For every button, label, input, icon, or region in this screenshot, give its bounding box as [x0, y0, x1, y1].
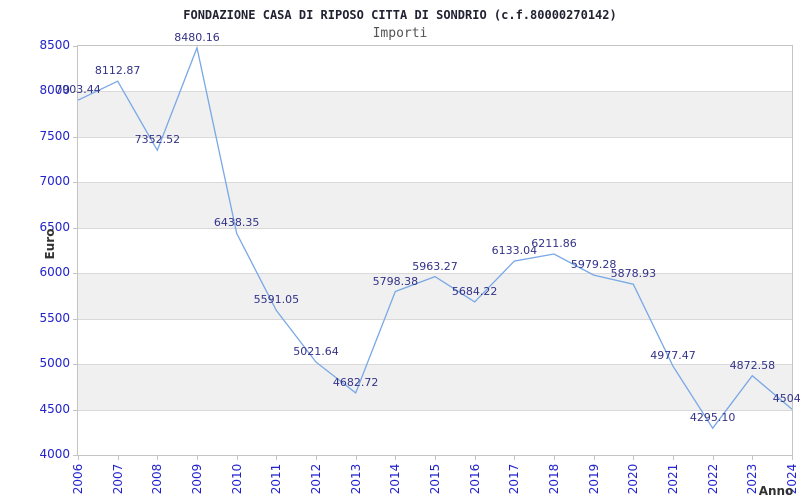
point-value-label: 5878.93	[610, 267, 657, 281]
y-tick-mark	[73, 91, 78, 93]
y-tick-mark	[73, 318, 78, 320]
point-value-label: 5591.05	[253, 293, 300, 307]
x-tick-mark	[593, 456, 595, 460]
plot-band	[78, 273, 792, 319]
x-tick-mark	[673, 456, 674, 460]
x-axis-title: Anno	[758, 484, 794, 498]
y-tick-mark	[73, 409, 78, 411]
chart-subtitle: Importi	[372, 26, 428, 41]
y-tick-mark	[73, 364, 78, 366]
x-tick-mark	[474, 456, 476, 460]
plot-band	[78, 409, 792, 455]
plot-border	[77, 45, 793, 456]
point-value-label: 5979.28	[570, 258, 617, 272]
point-value-label: 8112.87	[94, 64, 141, 78]
gridline	[78, 409, 792, 411]
point-value-label: 6211.86	[531, 236, 577, 250]
plot-band	[78, 364, 792, 410]
x-tick-mark	[236, 456, 238, 460]
x-tick-mark	[554, 456, 555, 460]
y-tick-label: 8500	[39, 38, 70, 52]
y-tick-mark	[73, 136, 78, 138]
x-tick-mark	[355, 456, 357, 460]
y-tick-label: 5500	[39, 310, 70, 325]
x-tick-mark	[316, 456, 317, 460]
x-tick-mark	[633, 456, 635, 460]
y-tick-label: 6500	[39, 219, 70, 234]
point-value-label: 4295.10	[689, 411, 736, 425]
x-tick-mark	[276, 456, 278, 460]
y-tick-mark	[73, 46, 78, 47]
plot-band	[78, 318, 792, 365]
point-value-label: 4977.47	[650, 349, 696, 363]
plot-band	[78, 136, 792, 183]
y-tick-label: 6000	[39, 265, 70, 280]
gridline	[78, 182, 792, 184]
y-tick-mark	[73, 227, 78, 229]
chart-title: FONDAZIONE CASA DI RIPOSO CITTA DI SONDR…	[183, 8, 617, 22]
gridline	[78, 318, 792, 320]
plot-band	[78, 182, 792, 228]
gridline	[78, 91, 792, 93]
point-value-label: 5021.64	[293, 345, 339, 359]
x-tick-mark	[395, 456, 397, 460]
point-value-label: 8480.16	[174, 30, 220, 44]
y-tick-label: 7000	[39, 174, 70, 189]
y-tick-label: 5000	[39, 356, 70, 371]
point-value-label: 4872.58	[729, 358, 776, 372]
y-tick-label: 7500	[39, 128, 70, 143]
x-tick-mark	[117, 456, 119, 460]
point-value-label: 4682.72	[332, 375, 379, 389]
x-tick-mark	[197, 456, 198, 460]
plot-band	[78, 227, 792, 274]
gridline	[78, 227, 792, 229]
point-value-label: 4504.0	[772, 392, 800, 406]
gridline	[78, 136, 792, 138]
x-tick-mark	[792, 456, 793, 460]
point-value-label: 7903.44	[55, 83, 101, 97]
x-tick-mark	[435, 456, 436, 460]
x-tick-mark	[752, 456, 754, 460]
y-tick-label: 8000	[39, 83, 70, 98]
gridline	[78, 273, 792, 275]
y-tick-mark	[73, 182, 78, 184]
gridline	[78, 364, 792, 366]
plot-band	[78, 46, 792, 92]
point-value-label: 6438.35	[213, 216, 260, 230]
point-value-label: 7352.52	[134, 133, 181, 147]
point-value-label: 5963.27	[412, 259, 458, 273]
y-tick-label: 4500	[39, 401, 70, 416]
y-tick-mark	[73, 455, 78, 456]
x-tick-mark	[78, 456, 79, 460]
point-value-label: 5798.38	[372, 274, 419, 288]
y-tick-mark	[73, 273, 78, 275]
y-axis-title: Euro	[43, 228, 57, 260]
x-tick-mark	[157, 456, 159, 460]
y-tick-label: 4000	[39, 447, 70, 461]
x-tick-mark	[712, 456, 714, 460]
plot-band	[78, 91, 792, 137]
point-value-label: 5684.22	[451, 284, 498, 298]
x-tick-mark	[514, 456, 516, 460]
point-value-label: 6133.04	[491, 244, 538, 258]
